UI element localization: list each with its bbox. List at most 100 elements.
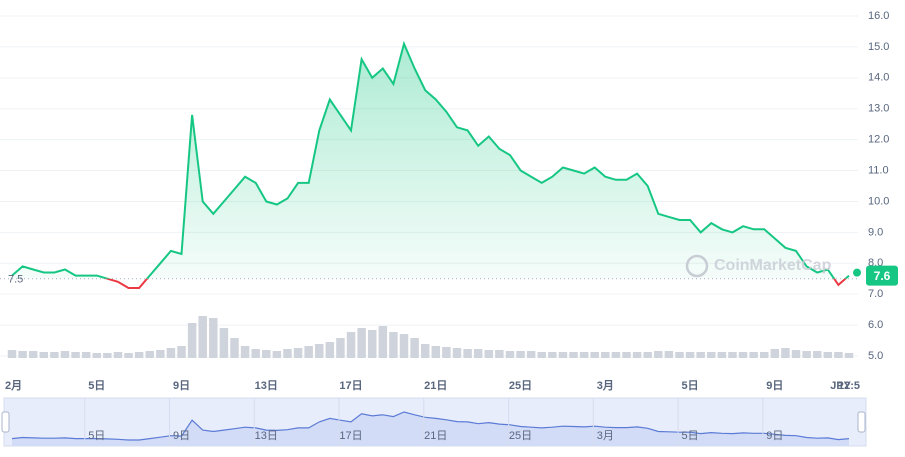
x-tick-label: 5日 bbox=[682, 379, 699, 392]
volume-bar bbox=[367, 330, 377, 358]
volume-bar bbox=[473, 349, 483, 358]
volume-bar bbox=[738, 352, 748, 358]
volume-bar bbox=[262, 350, 271, 358]
volume-bar bbox=[240, 346, 250, 358]
x-tick-label: 2月 bbox=[5, 379, 22, 392]
y-tick-label: 16.0 bbox=[868, 10, 889, 22]
volume-bar bbox=[643, 352, 652, 358]
x-tick-label: 5日 bbox=[88, 379, 105, 392]
price-pill bbox=[866, 265, 898, 286]
volume-bar bbox=[707, 352, 716, 358]
volume-bar bbox=[558, 352, 568, 358]
volume-bar bbox=[791, 350, 801, 358]
volume-bar bbox=[39, 352, 49, 358]
volume-bar bbox=[622, 352, 631, 358]
volume-bar bbox=[219, 328, 229, 358]
volume-bar bbox=[166, 348, 176, 358]
volume-bar bbox=[611, 352, 621, 358]
volume-bar bbox=[315, 344, 324, 358]
volume-bar bbox=[717, 352, 727, 358]
volume-bar bbox=[346, 332, 356, 358]
volume-bar bbox=[812, 351, 822, 358]
volume bbox=[7, 316, 854, 358]
watermark: CoinMarketCap bbox=[714, 257, 832, 274]
volume-bar bbox=[632, 352, 642, 358]
volume-bar bbox=[654, 351, 663, 358]
y-tick-label: 10.0 bbox=[868, 195, 889, 207]
volume-bar bbox=[272, 351, 282, 358]
volume-bar bbox=[81, 352, 91, 358]
x-tick-label: 9日 bbox=[766, 379, 783, 392]
volume-bar bbox=[378, 326, 388, 358]
navigator-label: 5日 bbox=[88, 430, 105, 442]
volume-bar bbox=[770, 349, 780, 358]
baseline-label: 7.5 bbox=[8, 274, 23, 286]
volume-bar bbox=[728, 352, 737, 358]
volume-bar bbox=[187, 323, 197, 358]
volume-bar bbox=[103, 353, 112, 358]
navigator-handle[interactable] bbox=[1, 411, 10, 433]
volume-bar bbox=[420, 344, 430, 358]
y-tick-label: 15.0 bbox=[868, 41, 889, 53]
volume-bar bbox=[7, 350, 17, 358]
navigator-line bbox=[11, 411, 850, 441]
volume-bar bbox=[590, 352, 599, 358]
navigator-label: 5日 bbox=[682, 430, 699, 442]
x-tick-label: 12:5 bbox=[838, 380, 860, 392]
price-area bbox=[12, 43, 849, 279]
volume-bar bbox=[92, 353, 101, 358]
y-tick-label: 5.0 bbox=[868, 350, 883, 362]
x-tick-label: 3月 bbox=[597, 379, 614, 392]
volume-bar bbox=[293, 348, 303, 358]
volume-bar bbox=[251, 349, 260, 358]
navigator-area bbox=[12, 412, 849, 446]
volume-bar bbox=[399, 334, 409, 358]
volume-bar bbox=[156, 350, 165, 358]
volume-bar bbox=[113, 352, 123, 358]
plot bbox=[0, 40, 861, 289]
y-tick-label: 12.0 bbox=[868, 134, 889, 146]
price-line-up bbox=[11, 40, 850, 279]
volume-bar bbox=[431, 346, 441, 358]
y-tick-label: 13.0 bbox=[868, 103, 889, 115]
price-pill-label: 7.6 bbox=[874, 269, 891, 283]
x-tick-label: 13日 bbox=[255, 379, 278, 392]
volume-bar bbox=[579, 352, 589, 358]
volume-bar bbox=[18, 351, 27, 358]
volume-bar bbox=[442, 347, 451, 358]
y-tick-label: 14.0 bbox=[868, 72, 889, 84]
navigator-label: 3月 bbox=[597, 430, 614, 442]
y-tick-label: 7.0 bbox=[868, 288, 883, 300]
volume-bar bbox=[548, 352, 557, 358]
volume-bar bbox=[134, 352, 144, 358]
volume-bar bbox=[569, 352, 578, 358]
volume-bar bbox=[505, 351, 515, 358]
volume-bar bbox=[230, 338, 239, 358]
volume-bar bbox=[124, 353, 133, 358]
navigator-handle[interactable] bbox=[857, 411, 866, 433]
volume-bar bbox=[696, 352, 705, 358]
volume-bar bbox=[50, 352, 59, 358]
volume-bar bbox=[177, 346, 186, 358]
y-tick-label: 6.0 bbox=[868, 319, 883, 331]
navigator-label: 13日 bbox=[255, 430, 278, 442]
volume-bar bbox=[452, 348, 462, 358]
volume-bar bbox=[145, 351, 154, 358]
x-tick-label: 25日 bbox=[509, 379, 532, 392]
last-point bbox=[853, 268, 861, 277]
x-tick-label: JPY bbox=[830, 380, 851, 392]
x-tick-label: 9日 bbox=[173, 379, 190, 392]
navigator-label: 9日 bbox=[173, 430, 190, 442]
volume-bar bbox=[495, 350, 504, 358]
volume-bar bbox=[526, 351, 536, 358]
watermark-logo bbox=[685, 254, 709, 278]
volume-bar bbox=[209, 318, 218, 358]
navigator-label: 17日 bbox=[339, 430, 362, 442]
volume-bar bbox=[802, 351, 811, 358]
volume-bar bbox=[463, 349, 472, 358]
volume-bar bbox=[71, 352, 80, 358]
navigator-label: 25日 bbox=[509, 430, 532, 442]
volume-bar bbox=[664, 351, 674, 358]
volume-bar bbox=[834, 352, 843, 358]
